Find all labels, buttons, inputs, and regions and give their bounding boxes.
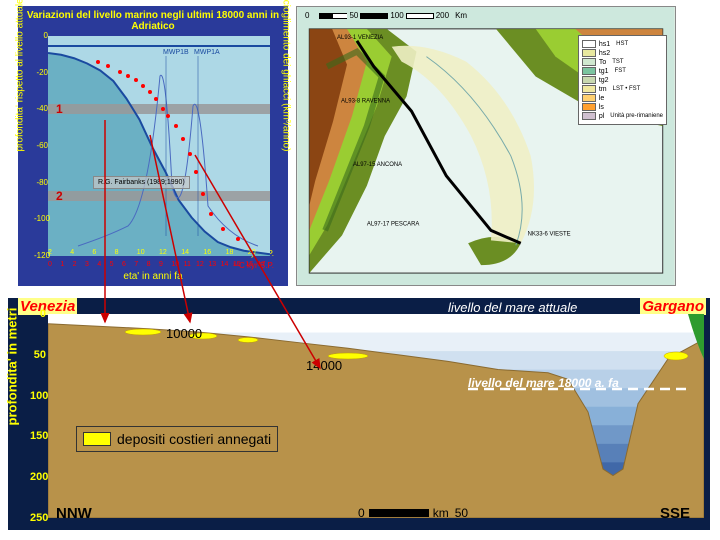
- venezia-label: Venezia: [18, 298, 77, 315]
- chart-svg: MWP1B MWP1A: [48, 36, 270, 256]
- km-scalebar: 0 km 50: [358, 506, 468, 520]
- section-plot-area: [48, 314, 704, 518]
- map-scalebar: 0 50 100 200 Km: [305, 11, 467, 20]
- svg-text:AL97-17 PESCARA: AL97-17 PESCARA: [367, 221, 420, 227]
- pt-14000: 14000: [306, 358, 342, 373]
- scale-200: 200: [436, 11, 449, 20]
- svg-text:NK33-6 VIESTE: NK33-6 VIESTE: [528, 231, 571, 237]
- fairbanks-citation: R.G. Fairbanks (1989;1990): [93, 176, 190, 189]
- chart-xlabel: eta' in anni fa: [18, 271, 288, 282]
- chart-plot-area: MWP1B MWP1A: [48, 36, 270, 256]
- scale-100: 100: [390, 11, 403, 20]
- scalebar-seg-2: [333, 13, 347, 19]
- svg-text:AL93-1 VENEZIA: AL93-1 VENEZIA: [337, 35, 383, 41]
- chart-ylabel-left: profondita' rispetto al livello attuale(…: [15, 0, 26, 152]
- scalebar-seg-1: [319, 13, 333, 19]
- legend-swatch: [83, 432, 111, 446]
- scalebar-seg-3: [360, 13, 388, 19]
- adriatic-map-panel: AL93-1 VENEZIA AL93-8 RAVENNA AL97-15 AN…: [296, 6, 676, 286]
- km-bar: [369, 509, 429, 517]
- nnw-label: NNW: [56, 505, 92, 522]
- svg-text:MWP1A: MWP1A: [194, 49, 220, 56]
- scalebar-seg-4: [406, 13, 434, 19]
- deposits-legend: depositi costieri annegati: [76, 426, 278, 452]
- scale-50: 50: [349, 11, 358, 20]
- chart-ylabel-right: tasso di scioglimento dei ghiacci (km³/a…: [281, 0, 292, 152]
- band-2-label: 2: [56, 189, 63, 203]
- legend-text: depositi costieri annegati: [117, 431, 271, 447]
- sse-label: SSE: [660, 505, 690, 522]
- svg-text:AL93-8 RAVENNA: AL93-8 RAVENNA: [341, 98, 390, 104]
- svg-text:AL97-15 ANCONA: AL97-15 ANCONA: [353, 162, 402, 168]
- section-ylabel: profondita' in metri: [5, 308, 20, 426]
- km-unit: km: [433, 506, 449, 520]
- section-svg: [48, 314, 704, 518]
- map-legend: hs1HSThs2ToTSTtg1FSTtg2tmLST • FSTlelspl…: [578, 35, 667, 125]
- scale-0: 0: [305, 11, 309, 20]
- gargano-label: Gargano: [640, 298, 706, 315]
- svg-text:MWP1B: MWP1B: [163, 49, 189, 56]
- chart-title: Variazioni del livello marino negli ulti…: [18, 10, 288, 32]
- pt-10000: 10000: [166, 326, 202, 341]
- scale-unit: Km: [455, 11, 467, 20]
- km-0: 0: [358, 506, 365, 520]
- sealevel-chart-panel: Variazioni del livello marino negli ulti…: [18, 6, 288, 286]
- sealevel-18k-label: livello del mare 18000 a. fa: [468, 376, 619, 390]
- sealevel-now-label: livello del mare attuale: [448, 300, 577, 315]
- band-1-label: 1: [56, 102, 63, 116]
- cross-section-panel: Venezia Gargano profondita' in metri 0 50…: [8, 298, 710, 530]
- km-50: 50: [455, 506, 468, 520]
